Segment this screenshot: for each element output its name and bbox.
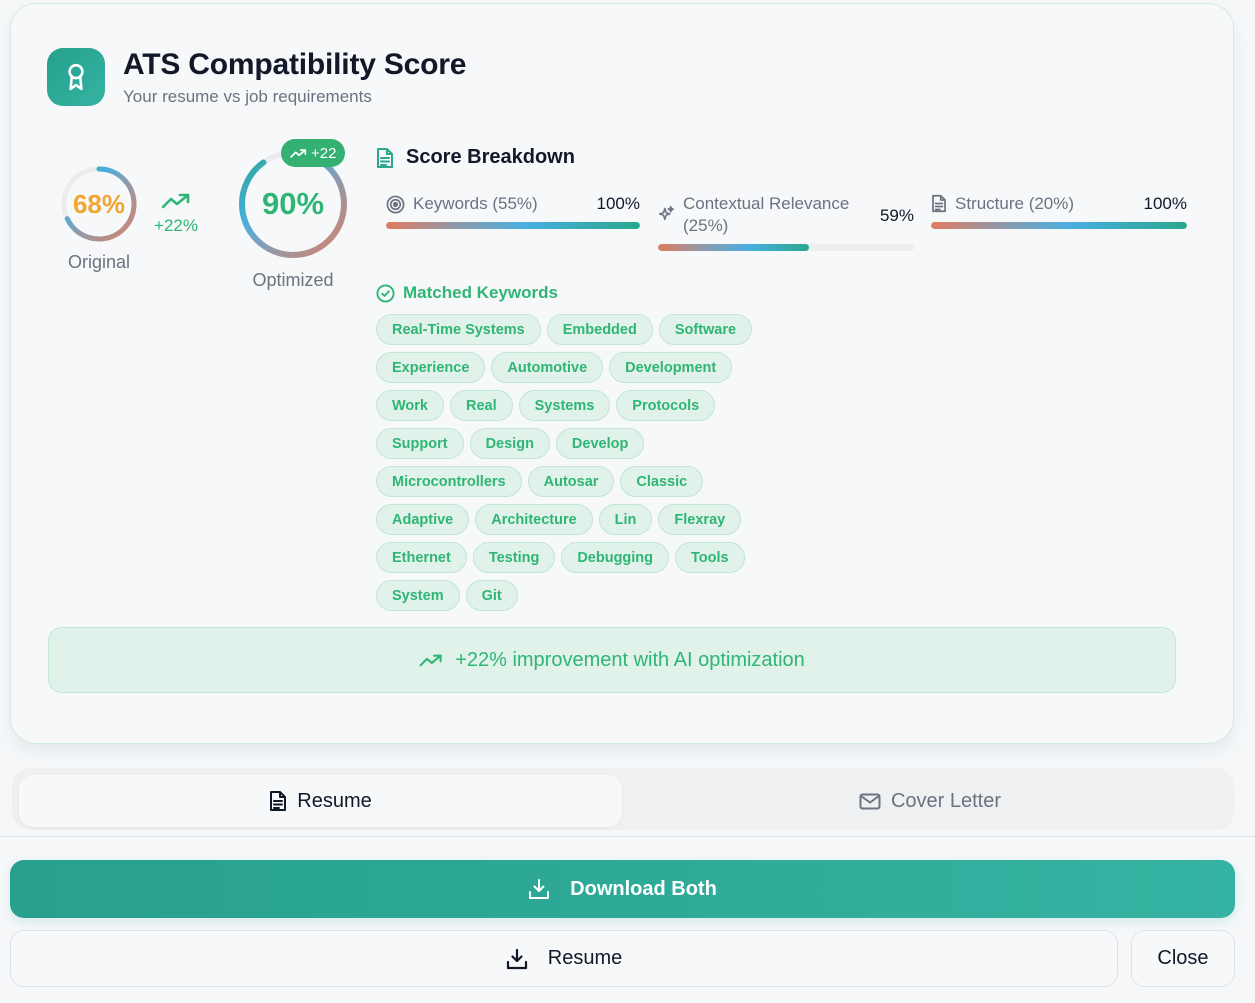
keyword-chip: Git bbox=[465, 580, 518, 611]
progress-bar bbox=[658, 244, 914, 251]
keyword-chip: Embedded bbox=[546, 314, 653, 345]
tab-resume-label: Resume bbox=[297, 789, 372, 812]
keyword-chip: Automotive bbox=[491, 352, 604, 383]
original-score-value: 68% bbox=[72, 188, 126, 219]
download-icon bbox=[529, 879, 550, 899]
metric-keywords: Keywords (55%) 100% bbox=[386, 193, 640, 229]
keyword-chip: Debugging bbox=[561, 542, 670, 573]
keyword-chip: Real-Time Systems bbox=[376, 314, 541, 345]
download-both-button[interactable]: Download Both bbox=[10, 860, 1235, 918]
trending-up-icon bbox=[290, 148, 307, 158]
check-circle-icon bbox=[376, 283, 395, 303]
keyword-chip: Ethernet bbox=[376, 542, 467, 573]
download-resume-button[interactable]: Resume bbox=[10, 930, 1118, 987]
keyword-chip: Flexray bbox=[658, 504, 742, 535]
progress-bar bbox=[931, 222, 1187, 229]
metric-label: Keywords (55%) bbox=[413, 194, 538, 213]
document-icon bbox=[932, 194, 946, 213]
score-delta: +22% bbox=[150, 192, 202, 236]
matched-keywords-heading: Matched Keywords bbox=[376, 283, 558, 303]
keyword-chip-list: Real-Time Systems Embedded Software Expe… bbox=[376, 314, 776, 611]
download-icon bbox=[506, 948, 527, 969]
metric-label: Structure (20%) bbox=[955, 194, 1075, 213]
original-score-label: Original bbox=[67, 252, 131, 272]
keyword-chip: Testing bbox=[472, 542, 556, 573]
keyword-chip: Experience bbox=[376, 352, 486, 383]
tab-resume[interactable]: Resume bbox=[19, 775, 622, 827]
improvement-badge: +22 bbox=[281, 139, 346, 167]
close-button[interactable]: Close bbox=[1131, 930, 1235, 987]
metric-value: 59% bbox=[879, 206, 914, 225]
target-icon bbox=[386, 195, 405, 214]
score-breakdown-heading: Score Breakdown bbox=[376, 146, 575, 169]
matched-keywords-title: Matched Keywords bbox=[403, 283, 558, 302]
trending-up-icon bbox=[419, 654, 442, 666]
keyword-chip: Lin bbox=[598, 504, 653, 535]
keyword-chip: Design bbox=[469, 428, 550, 459]
improvement-banner: +22% improvement with AI optimization bbox=[48, 627, 1176, 693]
optimized-score-label: Optimized bbox=[252, 270, 334, 290]
sparkles-icon bbox=[658, 205, 675, 221]
keyword-chip: Autosar bbox=[527, 466, 615, 497]
metric-structure: Structure (20%) 100% bbox=[931, 193, 1187, 229]
keyword-chip: Software bbox=[658, 314, 753, 345]
keyword-chip: Architecture bbox=[475, 504, 593, 535]
mail-icon bbox=[859, 793, 881, 809]
document-icon bbox=[377, 147, 393, 168]
metric-label: Contextual Relevance (25%) bbox=[683, 194, 850, 235]
keyword-chip: Protocols bbox=[616, 390, 716, 421]
download-both-label: Download Both bbox=[570, 877, 717, 900]
keyword-chip: System bbox=[376, 580, 460, 611]
document-icon bbox=[270, 791, 287, 811]
original-score-ring: 68% bbox=[59, 164, 139, 244]
metric-value: 100% bbox=[596, 194, 640, 213]
download-resume-label: Resume bbox=[547, 947, 623, 969]
keyword-chip: Tools bbox=[675, 542, 745, 573]
keyword-chip: Classic bbox=[620, 466, 704, 497]
tab-cover-letter-label: Cover Letter bbox=[890, 789, 1002, 812]
keyword-chip: Development bbox=[609, 352, 733, 383]
metric-contextual-relevance: Contextual Relevance (25%) 59% bbox=[658, 193, 914, 251]
page-subtitle: Your resume vs job requirements bbox=[123, 87, 372, 106]
page-title: ATS Compatibility Score bbox=[123, 48, 467, 81]
improvement-badge-text: +22 bbox=[311, 144, 337, 162]
improvement-banner-text: +22% improvement with AI optimization bbox=[455, 648, 805, 671]
score-delta-text: +22% bbox=[154, 216, 198, 235]
progress-bar bbox=[386, 222, 640, 229]
keyword-chip: Adaptive bbox=[376, 504, 470, 535]
score-breakdown-title: Score Breakdown bbox=[406, 146, 575, 168]
keyword-chip: Support bbox=[376, 428, 464, 459]
trending-up-icon bbox=[161, 193, 190, 209]
optimized-score-value: 90% bbox=[261, 186, 325, 221]
document-tabs: Resume Cover Letter bbox=[12, 768, 1234, 830]
keyword-chip: Systems bbox=[518, 390, 611, 421]
keyword-chip: Microcontrollers bbox=[376, 466, 522, 497]
close-label: Close bbox=[1157, 947, 1209, 969]
metric-value: 100% bbox=[1143, 194, 1187, 213]
keyword-chip: Work bbox=[376, 390, 444, 421]
award-icon bbox=[47, 48, 105, 106]
keyword-chip: Develop bbox=[555, 428, 645, 459]
footer-divider bbox=[0, 836, 1255, 837]
tab-cover-letter[interactable]: Cover Letter bbox=[632, 775, 1228, 827]
keyword-chip: Real bbox=[450, 390, 513, 421]
